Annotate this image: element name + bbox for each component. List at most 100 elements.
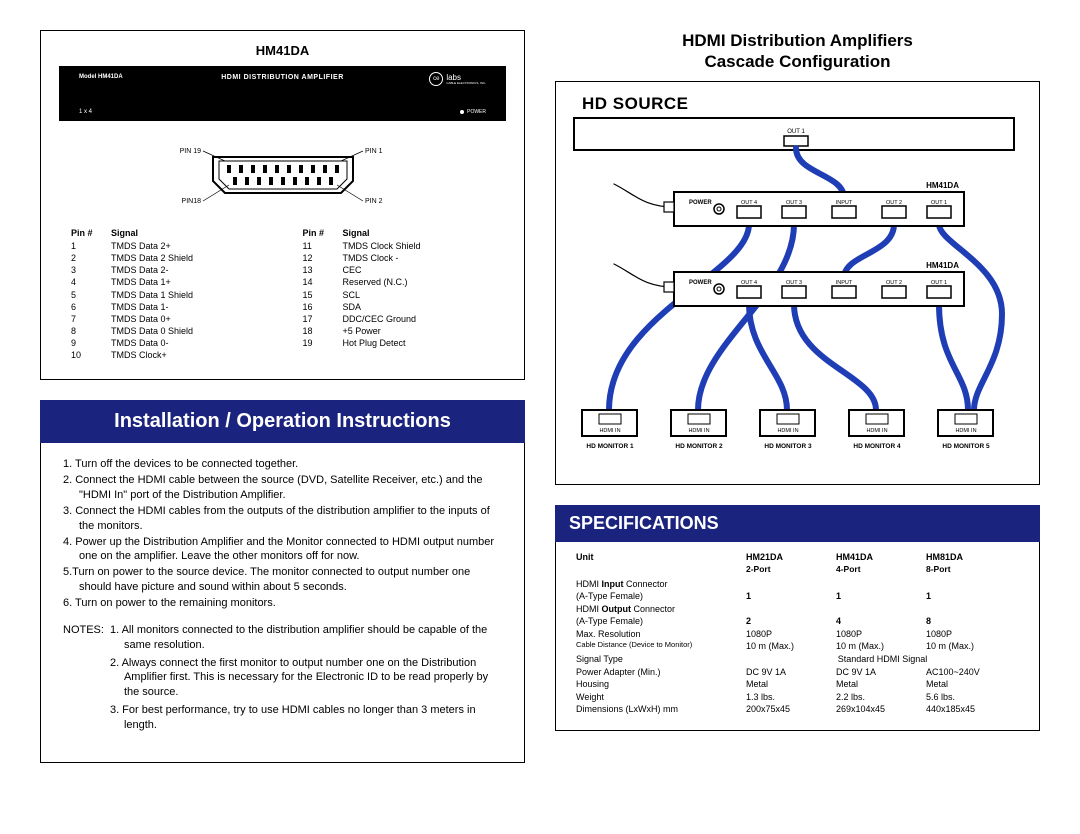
pin-signal: TMDS Data 2 Shield: [111, 252, 193, 264]
pin-num: 3: [71, 264, 111, 276]
svg-text:HDMI IN: HDMI IN: [599, 428, 620, 434]
pin-signal: DDC/CEC Ground: [343, 313, 417, 325]
pin1-label: PIN 1: [365, 148, 383, 155]
pin-num: 8: [71, 325, 111, 337]
svg-text:HM41DA: HM41DA: [926, 261, 959, 270]
svg-text:HD MONITOR 1: HD MONITOR 1: [586, 443, 634, 450]
step-item: 2. Connect the HDMI cable between the so…: [63, 473, 502, 503]
logo-icon: ce: [429, 72, 443, 86]
pin-row: 3TMDS Data 2-: [71, 264, 263, 276]
pin-signal: TMDS Data 1-: [111, 301, 169, 313]
pin-signal: SCL: [343, 289, 361, 301]
svg-text:OUT 3: OUT 3: [786, 280, 802, 286]
right-column: HDMI Distribution Amplifiers Cascade Con…: [555, 30, 1040, 804]
pin-signal: TMDS Data 0-: [111, 337, 169, 349]
svg-text:POWER: POWER: [689, 280, 712, 286]
svg-text:OUT 2: OUT 2: [886, 280, 902, 286]
svg-text:POWER: POWER: [689, 200, 712, 206]
pin-col-left: Pin #Signal 1TMDS Data 2+2TMDS Data 2 Sh…: [71, 228, 263, 361]
spec-label: Signal Type: [576, 653, 746, 666]
step-item: 4. Power up the Distribution Amplifier a…: [63, 535, 502, 565]
pin-header: Pin #: [303, 228, 343, 238]
svg-text:HDMI IN: HDMI IN: [866, 428, 887, 434]
pin-num: 19: [303, 337, 343, 349]
spec-sublabel: (A-Type Female): [576, 615, 746, 628]
pin-row: 2TMDS Data 2 Shield: [71, 252, 263, 264]
pin-num: 7: [71, 313, 111, 325]
pin-row: 5TMDS Data 1 Shield: [71, 289, 263, 301]
pin-num: 1: [71, 240, 111, 252]
step-item: 5.Turn on power to the source device. Th…: [63, 565, 502, 595]
pin-row: 7TMDS Data 0+: [71, 313, 263, 325]
pin-row: 14Reserved (N.C.): [303, 276, 495, 288]
spec-row: HDMI Output Connector: [576, 603, 1019, 616]
spec-section: SPECIFICATIONS Unit HM21DA HM41DA HM81DA…: [555, 505, 1040, 732]
note-item: 3. For best performance, try to use HDMI…: [110, 703, 502, 733]
spec-row: (A-Type Female)111: [576, 590, 1019, 603]
spec-label: Cable Distance (Device to Monitor): [576, 640, 746, 653]
pin-signal: Hot Plug Detect: [343, 337, 406, 349]
pin2-label: PIN 2: [365, 198, 383, 205]
pin-row: 8TMDS Data 0 Shield: [71, 325, 263, 337]
svg-text:HD MONITOR 2: HD MONITOR 2: [675, 443, 723, 450]
pin-num: 2: [71, 252, 111, 264]
spec-span: Standard HDMI Signal: [746, 653, 1019, 666]
pin-row: 6TMDS Data 1-: [71, 301, 263, 313]
svg-text:INPUT: INPUT: [836, 200, 853, 206]
spec-label: Power Adapter (Min.): [576, 666, 746, 679]
pin-num: 10: [71, 349, 111, 361]
product-title: HM41DA: [59, 43, 506, 58]
spec-row: Cable Distance (Device to Monitor)10 m (…: [576, 640, 1019, 653]
notes-block: NOTES: 1. All monitors connected to the …: [63, 623, 502, 748]
pin-table: Pin #Signal 1TMDS Data 2+2TMDS Data 2 Sh…: [59, 228, 506, 361]
spec-h2: HM41DA: [836, 552, 926, 562]
power-led-icon: [460, 110, 464, 114]
pin-num: 14: [303, 276, 343, 288]
pin-row: 10TMDS Clock+: [71, 349, 263, 361]
cascade-diagram-panel: HD SOURCE OUT 1: [555, 81, 1040, 485]
svg-text:OUT 3: OUT 3: [786, 200, 802, 206]
svg-text:OUT 1: OUT 1: [931, 280, 947, 286]
spec-row: Dimensions (LxWxH) mm200x75x45269x104x45…: [576, 703, 1019, 716]
spec-head: Unit HM21DA HM41DA HM81DA: [576, 552, 1019, 562]
steps-list: 1. Turn off the devices to be connected …: [63, 457, 502, 610]
svg-text:INPUT: INPUT: [836, 280, 853, 286]
pin-row: 19Hot Plug Detect: [303, 337, 495, 349]
hd-source-label: HD SOURCE: [582, 94, 1031, 114]
brand-sub: CABLE ELECTRONICS, INC.: [446, 82, 486, 85]
spec-label: HDMI Output Connector: [576, 603, 746, 616]
svg-text:HDMI IN: HDMI IN: [777, 428, 798, 434]
cascade-title: HDMI Distribution Amplifiers Cascade Con…: [555, 30, 1040, 73]
brand-logo: ce labs CABLE ELECTRONICS, INC.: [429, 72, 486, 86]
pin-col-right: Pin #Signal 11TMDS Clock Shield12TMDS Cl…: [303, 228, 495, 361]
pin-signal: TMDS Clock+: [111, 349, 167, 361]
pin-row: 9TMDS Data 0-: [71, 337, 263, 349]
pin-row: 17DDC/CEC Ground: [303, 313, 495, 325]
pin-num: 6: [71, 301, 111, 313]
pin-num: 4: [71, 276, 111, 288]
pin-signal: TMDS Clock -: [343, 252, 399, 264]
signal-header: Signal: [343, 228, 370, 238]
note-item: 2. Always connect the first monitor to o…: [110, 656, 502, 701]
pin-row: 18+5 Power: [303, 325, 495, 337]
svg-text:HDMI IN: HDMI IN: [955, 428, 976, 434]
pin-num: 11: [303, 240, 343, 252]
notes-label: NOTES:: [63, 623, 104, 748]
step-item: 6. Turn on power to the remaining monito…: [63, 596, 502, 611]
svg-text:OUT 2: OUT 2: [886, 200, 902, 206]
spec-label: Housing: [576, 678, 746, 691]
pin-header: Pin #: [71, 228, 111, 238]
spec-h3: HM81DA: [926, 552, 963, 562]
pin-num: 18: [303, 325, 343, 337]
spec-bar: SPECIFICATIONS: [555, 505, 1040, 542]
spec-row: HousingMetalMetalMetal: [576, 678, 1019, 691]
title-line2: Cascade Configuration: [704, 52, 890, 71]
device-bl: 1 x 4: [79, 109, 92, 115]
spec-row: HDMI Input Connector: [576, 578, 1019, 591]
pin19-label: PIN 19: [179, 148, 201, 155]
pin-row: 12TMDS Clock -: [303, 252, 495, 264]
pin-signal: TMDS Data 0 Shield: [111, 325, 193, 337]
svg-text:HM41DA: HM41DA: [926, 181, 959, 190]
product-panel: HM41DA Model HM41DA HDMI DISTRIBUTION AM…: [40, 30, 525, 380]
spec-s2: 4-Port: [836, 564, 926, 574]
